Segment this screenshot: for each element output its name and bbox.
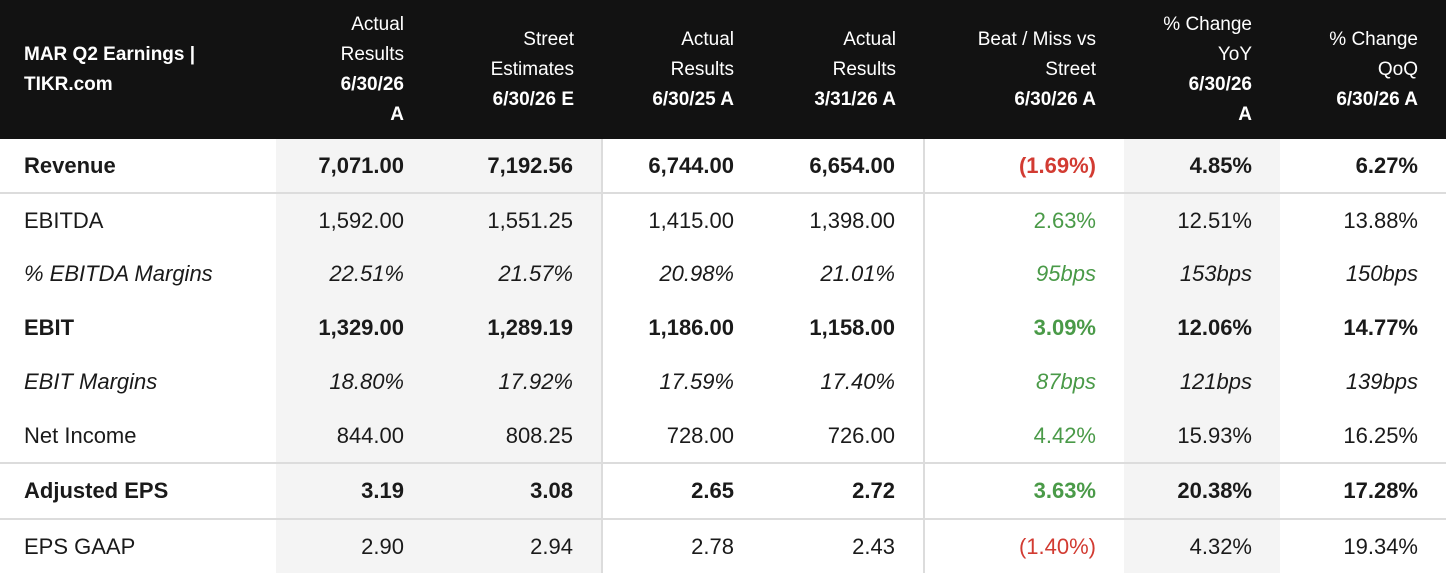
table-cell: 1,158.00 [809,315,895,340]
table-row-ebit-margins: EBIT Margins 18.80% 17.92% 17.59% 17.40%… [0,355,1446,409]
table-cell: 3.08 [432,462,602,519]
table-cell: 1,186.00 [601,301,762,355]
row-label: EBIT [24,315,75,340]
row-label: Revenue [24,152,116,178]
beat-miss-cell: 4.42% [923,409,1124,463]
table-cell: 2.90 [276,518,432,573]
table-row-adjusted-eps: Adjusted EPS 3.19 3.08 2.65 2.72 3.63% 2… [0,462,1446,519]
table-row-net-income: Net Income 844.00 808.25 728.00 726.00 4… [0,409,1446,463]
beat-miss-cell: (1.69%) [923,139,1124,193]
table-cell: 1,592.00 [276,192,432,247]
table-cell: 6,654.00 [809,152,895,178]
table-cell: 12.06% [1124,301,1280,355]
table-cell: 2.65 [601,462,762,519]
table-cell: 2.78 [601,518,762,573]
row-label: % EBITDA Margins [24,261,213,286]
table-cell: 1,329.00 [276,301,432,355]
col-header-actual-q2-26: Actual Results 6/30/26 A [340,13,404,125]
table-cell: 20.38% [1124,462,1280,519]
table-cell: 3.19 [276,462,432,519]
col-header-street-estimates: Street Estimates 6/30/26 E [490,28,574,110]
table-cell: 21.01% [820,261,895,286]
table-cell: 6,744.00 [601,139,762,193]
beat-miss-cell: 3.63% [923,462,1124,519]
table-cell: 2.43 [762,518,924,573]
table-cell: 13.88% [1280,192,1446,247]
beat-miss-cell: 95bps [923,247,1124,301]
table-cell: 17.40% [820,369,895,394]
table-cell: 20.98% [601,247,762,301]
col-header-beat-miss: Beat / Miss vs Street 6/30/26 A [977,28,1096,110]
table-cell: 726.00 [827,422,895,448]
col-header-actual-q2-25: Actual Results 6/30/25 A [652,28,734,110]
table-cell: 728.00 [601,409,762,463]
table-cell: 121bps [1124,355,1280,409]
table-cell: 17.28% [1280,462,1446,519]
beat-miss-cell: 3.09% [923,301,1124,355]
table-cell: 17.59% [601,355,762,409]
table-cell: 15.93% [1124,409,1280,463]
table-cell: 4.85% [1124,139,1280,193]
beat-miss-cell: (1.40%) [923,518,1124,573]
table-header-row: MAR Q2 Earnings | TIKR.com Actual Result… [0,0,1446,139]
title-line-2: TIKR.com [24,73,113,95]
table-row-eps-gaap: EPS GAAP 2.90 2.94 2.78 2.43 (1.40%) 4.3… [0,518,1446,573]
table-row-revenue: Revenue 7,071.00 7,192.56 6,744.00 6,654… [0,139,1446,193]
row-label: EBIT Margins [24,369,158,394]
table-cell: 14.77% [1343,315,1418,340]
table-cell: 1,551.25 [432,192,602,247]
row-label: EPS GAAP [0,518,276,573]
table-cell: 1,398.00 [762,192,924,247]
table-cell: 153bps [1124,247,1280,301]
table-cell: 12.51% [1124,192,1280,247]
table-cell: 139bps [1345,369,1418,394]
table-cell: 844.00 [276,409,432,463]
row-label: Adjusted EPS [0,462,276,519]
title-line-1: MAR Q2 Earnings | [24,43,196,65]
table-cell: 22.51% [276,247,432,301]
table-cell: 7,192.56 [432,139,602,193]
table-cell: 1,415.00 [601,192,762,247]
table-row-ebit: EBIT 1,329.00 1,289.19 1,186.00 1,158.00… [0,301,1446,355]
beat-miss-cell: 2.63% [923,192,1124,247]
table-cell: 808.25 [432,409,602,463]
table-cell: 4.32% [1124,518,1280,573]
col-header-actual-q1-26: Actual Results 3/31/26 A [814,28,896,110]
table-cell: 2.94 [432,518,602,573]
table-row-ebitda: EBITDA 1,592.00 1,551.25 1,415.00 1,398.… [0,192,1446,247]
table-cell: 21.57% [432,247,602,301]
table-cell: 7,071.00 [276,139,432,193]
table-cell: 16.25% [1343,422,1418,448]
table-row-ebitda-margins: % EBITDA Margins 22.51% 21.57% 20.98% 21… [0,247,1446,301]
table-cell: 1,289.19 [432,301,602,355]
row-label: EBITDA [0,192,276,247]
table-cell: 18.80% [276,355,432,409]
table-cell: 2.72 [762,462,924,519]
col-header-change-yoy: % Change YoY 6/30/26 A [1163,13,1252,125]
col-header-change-qoq: % Change QoQ 6/30/26 A [1329,28,1418,110]
table-cell: 150bps [1345,261,1418,286]
beat-miss-cell: 87bps [923,355,1124,409]
row-label: Net Income [24,422,137,448]
table-title: MAR Q2 Earnings | TIKR.com [0,0,276,139]
table-cell: 19.34% [1280,518,1446,573]
table-cell: 6.27% [1355,152,1418,178]
table-cell: 17.92% [432,355,602,409]
